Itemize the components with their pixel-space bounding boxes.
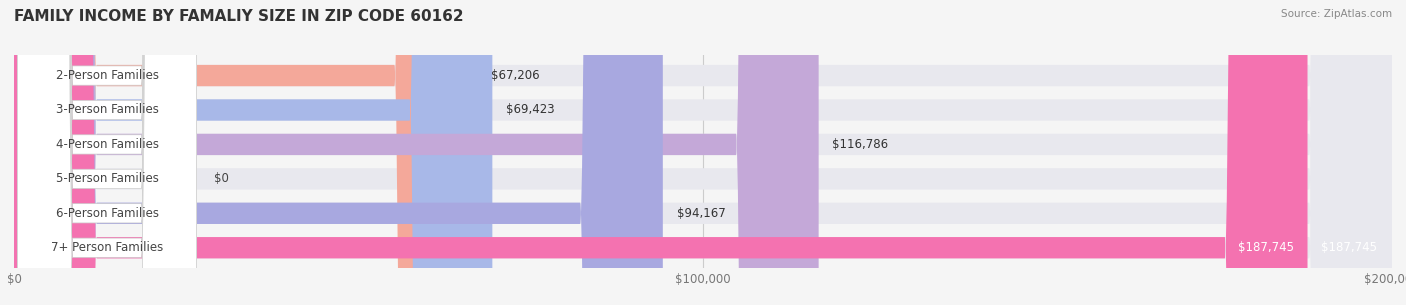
Text: 4-Person Families: 4-Person Families [56, 138, 159, 151]
FancyBboxPatch shape [14, 0, 818, 305]
Text: $187,745: $187,745 [1237, 241, 1294, 254]
FancyBboxPatch shape [17, 0, 197, 305]
Text: 6-Person Families: 6-Person Families [56, 207, 159, 220]
Text: 7+ Person Families: 7+ Person Families [51, 241, 163, 254]
FancyBboxPatch shape [17, 0, 197, 305]
FancyBboxPatch shape [17, 0, 197, 305]
Text: 2-Person Families: 2-Person Families [56, 69, 159, 82]
Text: $67,206: $67,206 [491, 69, 540, 82]
Text: $187,745: $187,745 [1322, 241, 1378, 254]
Text: $69,423: $69,423 [506, 103, 555, 117]
FancyBboxPatch shape [14, 0, 477, 305]
FancyBboxPatch shape [14, 0, 1392, 305]
Text: $0: $0 [214, 172, 229, 185]
FancyBboxPatch shape [14, 0, 1392, 305]
FancyBboxPatch shape [14, 0, 1308, 305]
FancyBboxPatch shape [17, 0, 197, 305]
FancyBboxPatch shape [14, 0, 1392, 305]
Text: Source: ZipAtlas.com: Source: ZipAtlas.com [1281, 9, 1392, 19]
Text: 3-Person Families: 3-Person Families [56, 103, 159, 117]
FancyBboxPatch shape [17, 0, 197, 305]
Text: 5-Person Families: 5-Person Families [56, 172, 159, 185]
Text: $94,167: $94,167 [676, 207, 725, 220]
FancyBboxPatch shape [14, 0, 492, 305]
FancyBboxPatch shape [14, 0, 662, 305]
Text: FAMILY INCOME BY FAMALIY SIZE IN ZIP CODE 60162: FAMILY INCOME BY FAMALIY SIZE IN ZIP COD… [14, 9, 464, 24]
FancyBboxPatch shape [17, 0, 197, 305]
FancyBboxPatch shape [14, 0, 1392, 305]
Text: $116,786: $116,786 [832, 138, 889, 151]
FancyBboxPatch shape [14, 0, 1392, 305]
FancyBboxPatch shape [14, 0, 1392, 305]
